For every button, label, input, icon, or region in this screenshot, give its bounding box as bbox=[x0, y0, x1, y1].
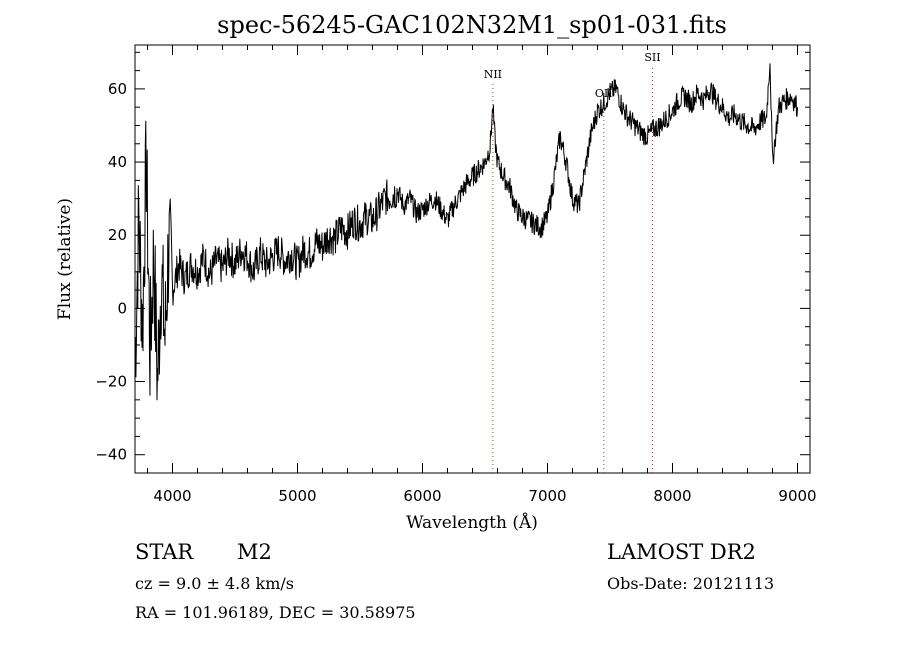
y-tick-label: 40 bbox=[108, 153, 127, 171]
chart-title: spec-56245-GAC102N32M1_sp01-031.fits bbox=[217, 11, 727, 39]
observation-date: Obs-Date: 20121113 bbox=[607, 574, 775, 593]
x-tick-label: 8000 bbox=[653, 487, 691, 505]
survey-name: LAMOST DR2 bbox=[607, 540, 756, 564]
x-tick-label: 6000 bbox=[403, 487, 441, 505]
redshift-velocity: cz = 9.0 ± 4.8 km/s bbox=[135, 574, 294, 593]
y-tick-label: −20 bbox=[95, 373, 127, 391]
y-tick-label: 20 bbox=[108, 226, 127, 244]
x-tick-label: 9000 bbox=[778, 487, 816, 505]
y-axis-label: Flux (relative) bbox=[55, 198, 75, 320]
coordinates: RA = 101.96189, DEC = 30.58975 bbox=[135, 603, 416, 622]
x-tick-label: 7000 bbox=[528, 487, 566, 505]
x-axis-label: Wavelength (Å) bbox=[406, 512, 538, 533]
x-tick-label: 5000 bbox=[278, 487, 316, 505]
line-marker-label: SII bbox=[644, 51, 660, 64]
x-tick-label: 4000 bbox=[153, 487, 191, 505]
y-tick-label: −40 bbox=[95, 446, 127, 464]
spectrum-line bbox=[134, 63, 798, 401]
y-tick-label: 0 bbox=[117, 299, 127, 317]
y-tick-label: 60 bbox=[108, 80, 127, 98]
object-class: STAR bbox=[135, 540, 194, 564]
object-subclass: M2 bbox=[237, 540, 272, 564]
axes: 4000 5000 6000 7000 8000 9000 −40 −20 0 20 40 60 bbox=[95, 45, 817, 505]
line-marker-label: NII bbox=[484, 68, 502, 81]
